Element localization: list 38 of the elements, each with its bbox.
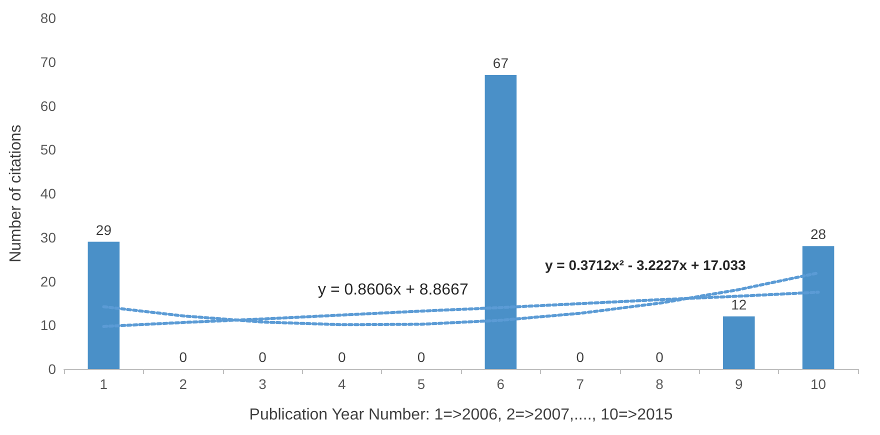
data-label: 0 <box>338 349 346 365</box>
data-label: 0 <box>576 349 584 365</box>
data-label: 12 <box>731 296 747 312</box>
x-tick-label: 6 <box>496 376 505 392</box>
y-tick-label: 0 <box>48 361 56 377</box>
x-tick-label: 5 <box>417 376 426 392</box>
x-tick-label: 9 <box>735 376 743 392</box>
x-tick-label: 4 <box>338 376 346 392</box>
y-axis-title: Number of citations <box>8 124 24 262</box>
data-label: 0 <box>656 349 664 365</box>
x-tick-label: 10 <box>810 376 826 392</box>
y-tick-label: 30 <box>40 229 56 246</box>
y-tick-label: 50 <box>40 142 56 158</box>
annotation: y = 0.8606x + 8.8667 <box>318 282 468 298</box>
y-tick-label: 70 <box>40 54 56 70</box>
y-tick-label: 80 <box>40 10 56 26</box>
data-label: 29 <box>96 222 112 238</box>
annotation: y = 0.3712x² - 3.2227x + 17.033 <box>545 257 746 273</box>
y-tick-label: 10 <box>40 317 56 334</box>
x-tick-label: 7 <box>576 376 584 392</box>
x-axis-title: Publication Year Number: 1=>2006, 2=>2007,...., 10=>2015 <box>249 406 673 424</box>
data-label: 67 <box>492 55 509 72</box>
data-label: 0 <box>417 349 426 365</box>
x-tick-label: 1 <box>100 376 108 392</box>
data-label: 28 <box>810 226 826 242</box>
data-label: 0 <box>258 349 267 365</box>
bar <box>723 316 755 369</box>
y-tick-label: 20 <box>40 273 56 290</box>
x-tick-label: 3 <box>258 376 267 392</box>
line-series <box>102 271 820 326</box>
bar <box>802 246 834 369</box>
x-tick-label: 2 <box>179 376 188 392</box>
bar <box>88 242 120 369</box>
y-tick-label: 40 <box>40 186 56 202</box>
bar <box>484 75 517 369</box>
y-tick-label: 60 <box>40 98 56 114</box>
x-tick-label: 8 <box>656 376 664 392</box>
data-label: 0 <box>179 349 188 365</box>
